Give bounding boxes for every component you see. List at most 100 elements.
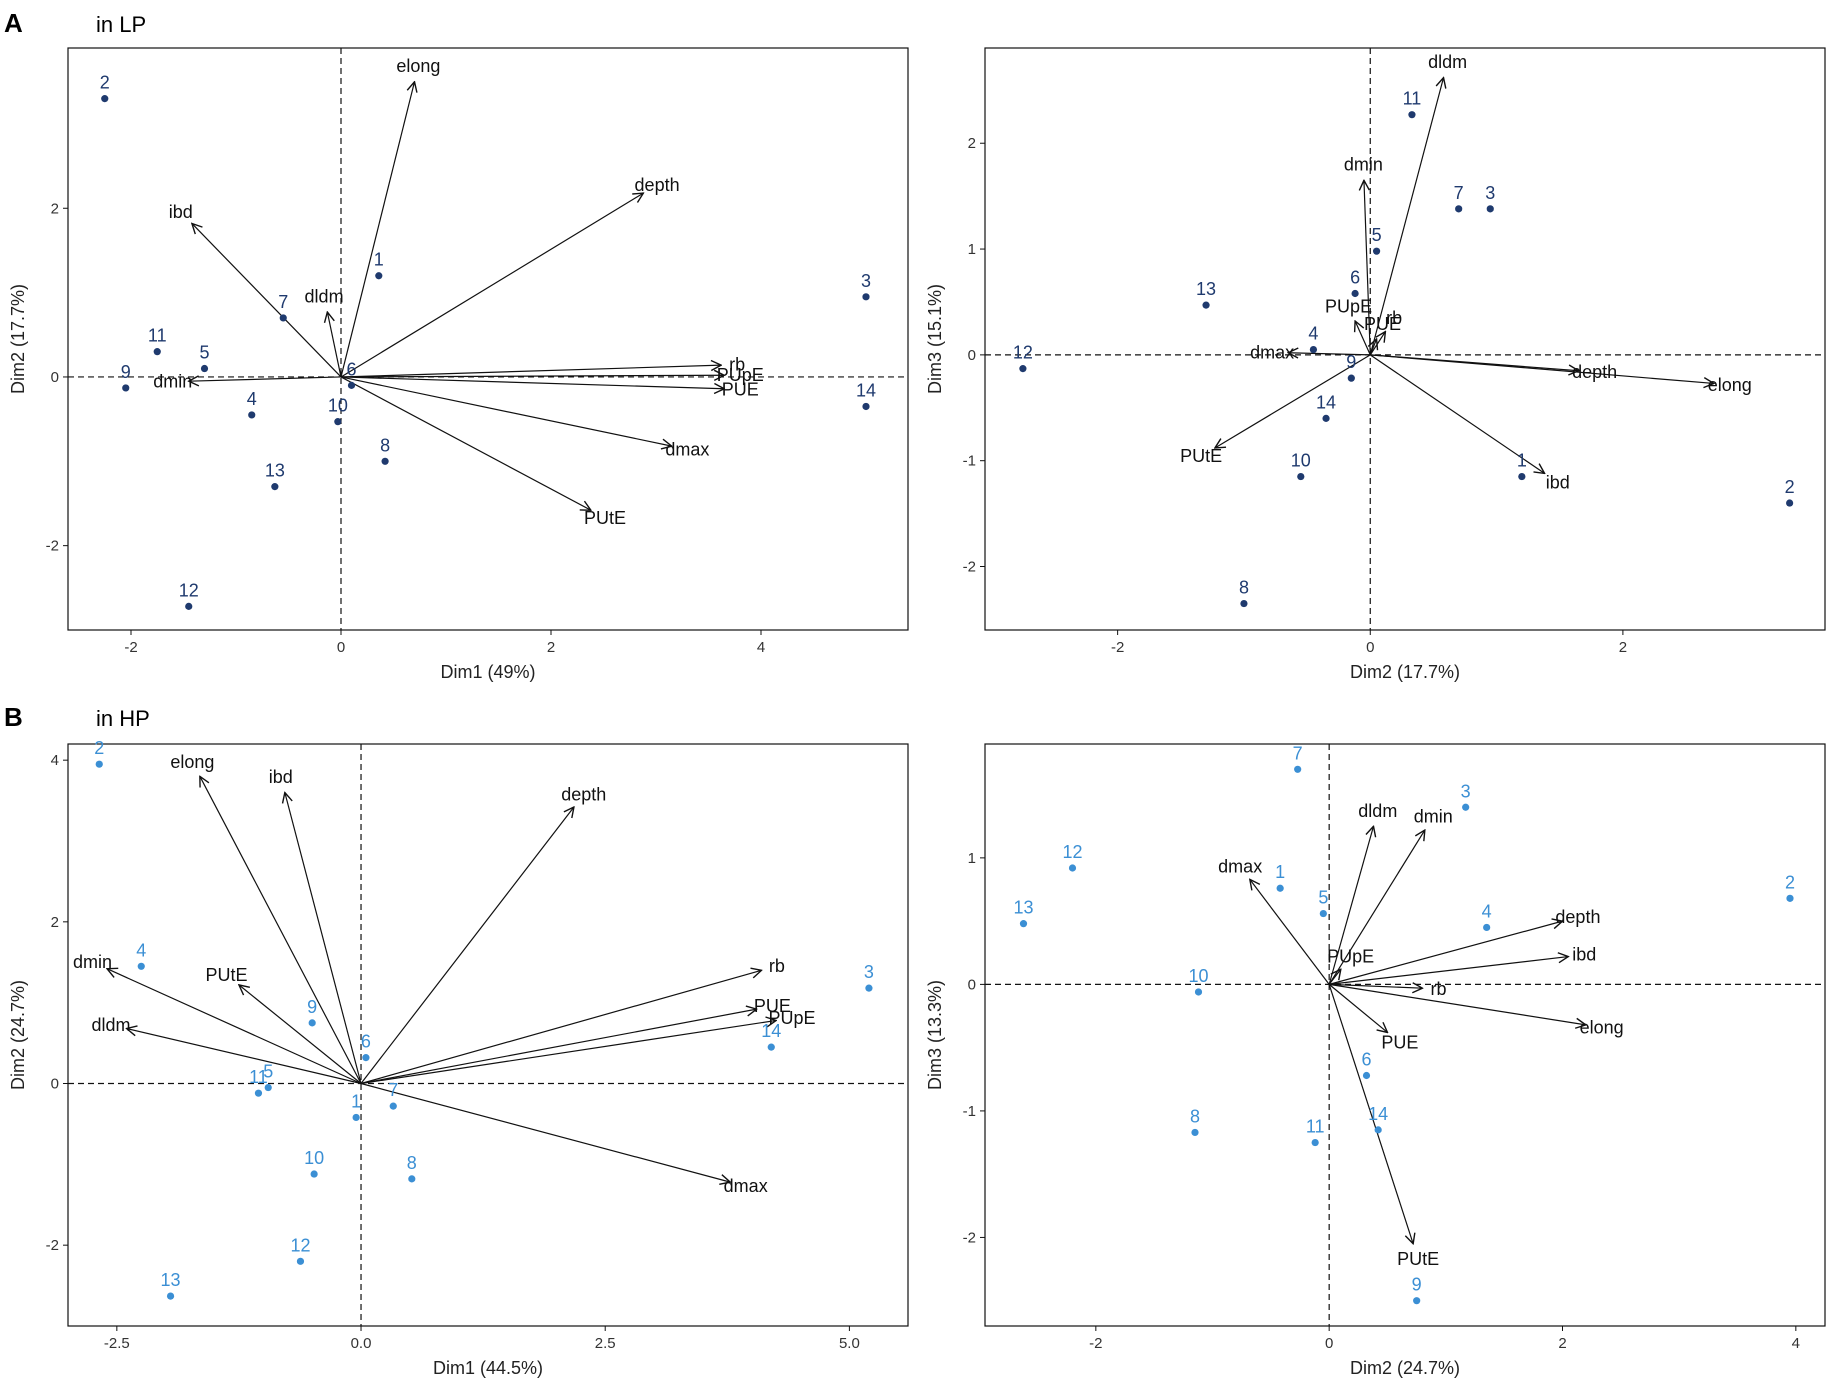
y-tick-label: 4: [51, 752, 59, 769]
variable-arrow-rb: [340, 365, 721, 378]
y-tick-label: -1: [963, 1103, 976, 1120]
variable-label-dmin: dmin: [1344, 154, 1383, 174]
point-label-2: 2: [100, 73, 110, 93]
y-tick-label: -2: [963, 559, 976, 576]
point-label-11: 11: [1403, 89, 1422, 109]
variable-label-dldm: dldm: [1428, 52, 1467, 72]
y-tick-label: 0: [51, 1076, 59, 1093]
point-1: [1276, 884, 1284, 892]
point-label-14: 14: [761, 1021, 781, 1041]
point-5: [264, 1083, 272, 1092]
x-tick-label: -2.5: [104, 1335, 130, 1352]
point-label-4: 4: [1308, 324, 1318, 344]
y-tick-label: 0: [968, 976, 976, 993]
x-tick-label: 4: [757, 639, 765, 656]
variable-label-pute: PUtE: [584, 508, 626, 528]
y-tick-label: -1: [963, 453, 976, 470]
variable-arrow-pute: [239, 985, 362, 1084]
variable-arrow-pute: [340, 376, 591, 510]
point-12: [296, 1257, 305, 1265]
y-tick-label: -2: [963, 1229, 976, 1246]
x-tick-label: -2: [1089, 1335, 1102, 1352]
point-1: [352, 1113, 360, 1122]
point-label-12: 12: [179, 580, 199, 600]
variable-label-dmax: dmax: [665, 439, 709, 459]
point-label-9: 9: [1412, 1275, 1422, 1295]
variable-label-dmax: dmax: [1218, 857, 1262, 877]
point-label-5: 5: [263, 1062, 273, 1082]
point-label-14: 14: [1368, 1104, 1388, 1124]
point-2: [1786, 894, 1794, 902]
point-label-6: 6: [1350, 267, 1360, 287]
variable-label-elong: elong: [1580, 1017, 1624, 1037]
point-4: [248, 411, 256, 419]
y-tick-label: 1: [968, 850, 976, 867]
y-tick-label: -2: [46, 538, 59, 555]
point-8: [408, 1175, 416, 1183]
point-label-1: 1: [351, 1091, 361, 1111]
point-2: [101, 95, 109, 103]
point-12: [1068, 864, 1077, 872]
point-label-8: 8: [380, 435, 390, 455]
point-6: [347, 381, 356, 389]
point-11: [153, 348, 161, 356]
variable-label-pue: PUE: [754, 996, 791, 1016]
variable-arrow-dmin: [1328, 830, 1425, 985]
section-letter-a: A: [4, 8, 23, 38]
point-4: [1483, 923, 1491, 932]
section-title-hp: in HP: [96, 706, 150, 731]
point-label-9: 9: [1346, 352, 1356, 372]
variable-label-depth: depth: [635, 175, 680, 195]
variable-label-depth: depth: [1572, 362, 1617, 382]
point-13: [166, 1292, 175, 1300]
point-3: [865, 984, 873, 992]
variable-arrow-dmax: [360, 1082, 730, 1183]
variable-label-dmax: dmax: [724, 1176, 768, 1196]
plot-frame: [984, 47, 1826, 631]
variable-label-dmax: dmax: [1250, 342, 1294, 362]
point-6: [362, 1054, 370, 1062]
variable-label-depth: depth: [1555, 907, 1600, 927]
point-11: [1311, 1138, 1319, 1147]
point-9: [1347, 374, 1355, 382]
point-label-9: 9: [307, 997, 317, 1017]
variable-label-pute: PUtE: [1397, 1249, 1439, 1269]
point-label-6: 6: [361, 1032, 371, 1052]
variable-arrow-elong: [1370, 354, 1714, 384]
point-12: [1019, 365, 1027, 373]
variable-label-pue: PUE: [1364, 314, 1401, 334]
point-7: [389, 1102, 397, 1110]
point-label-13: 13: [161, 1270, 181, 1290]
x-tick-label: 2: [1558, 1335, 1566, 1352]
variable-label-dldm: dldm: [92, 1015, 131, 1035]
point-4: [1309, 345, 1318, 354]
point-label-7: 7: [388, 1080, 398, 1100]
x-tick-label: 0.0: [351, 1335, 372, 1352]
point-label-12: 12: [1013, 343, 1033, 363]
point-9: [122, 384, 130, 392]
variable-arrow-dmax: [1288, 353, 1371, 355]
point-label-14: 14: [1316, 392, 1336, 412]
variable-label-pupe: PUpE: [1327, 947, 1374, 967]
variable-label-elong: elong: [1708, 375, 1752, 395]
section-letter-b: B: [4, 702, 23, 732]
variable-arrow-rb: [360, 970, 761, 1085]
variable-arrow-dldm: [127, 1029, 362, 1085]
x-axis-title: Dim1 (49%): [440, 662, 535, 682]
variable-arrow-depth: [1329, 921, 1562, 985]
biplot-lp-dim1-dim2: -2 0 2 4 -2 0 2 Dim1 (49%) Dim2 (17.7%) elong dept…: [8, 47, 909, 682]
variable-label-ibd: ibd: [1546, 472, 1570, 492]
y-tick-label: 2: [968, 135, 976, 152]
point-label-13: 13: [1196, 279, 1216, 299]
variable-label-ibd: ibd: [1572, 945, 1596, 965]
variable-arrow-ibd: [285, 793, 362, 1084]
point-10: [310, 1170, 318, 1178]
point-label-10: 10: [304, 1148, 324, 1168]
variable-arrow-dmin: [107, 969, 362, 1085]
variable-label-rb: rb: [769, 956, 785, 976]
point-label-7: 7: [1293, 743, 1303, 763]
point-3: [1486, 205, 1494, 213]
point-6: [1351, 289, 1359, 298]
